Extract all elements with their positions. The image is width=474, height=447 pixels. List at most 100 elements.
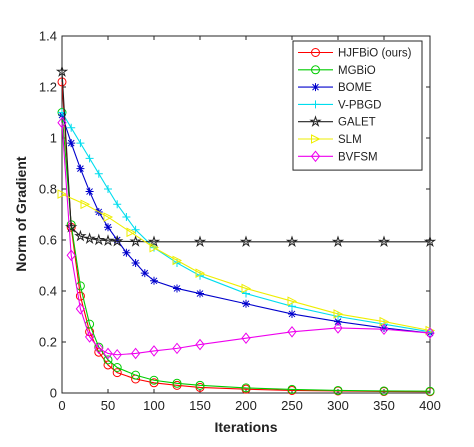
data-point <box>423 235 437 248</box>
data-point <box>80 199 91 210</box>
data-point <box>74 229 87 242</box>
legend-item: GALET <box>298 115 376 129</box>
data-point <box>103 347 113 360</box>
data-point <box>242 299 250 308</box>
data-point <box>67 123 76 132</box>
y-tick-label: 0.8 <box>39 182 57 197</box>
series-line <box>61 114 431 334</box>
x-tick-label: 150 <box>189 398 211 413</box>
data-point <box>333 309 344 319</box>
legend-label: BVFSM <box>338 151 378 163</box>
data-point <box>112 363 122 372</box>
legend-marker <box>311 100 320 109</box>
data-point <box>149 345 159 357</box>
legend-label: GALET <box>338 117 376 129</box>
data-point <box>130 347 141 360</box>
data-point <box>333 322 343 334</box>
data-point <box>113 200 122 209</box>
legend-item: HJFBiO (ours) <box>298 48 412 60</box>
data-point <box>76 164 85 173</box>
data-point <box>85 154 94 163</box>
x-tick-label: 100 <box>143 398 165 413</box>
series-3 <box>58 108 434 336</box>
data-point <box>65 220 78 233</box>
data-point <box>103 360 113 370</box>
data-point <box>285 235 299 248</box>
y-tick-label: 0.2 <box>39 335 57 350</box>
y-tick-label: 0 <box>50 386 57 401</box>
legend-marker <box>309 115 322 127</box>
data-point <box>195 338 205 351</box>
series-6 <box>57 116 435 361</box>
legend-item: BVFSM <box>298 150 378 163</box>
data-point <box>122 248 131 257</box>
data-point <box>131 258 140 267</box>
data-point <box>150 276 158 285</box>
data-point <box>92 233 105 246</box>
data-point <box>103 355 113 365</box>
data-point <box>103 212 114 222</box>
y-tick-label: 1.2 <box>39 80 57 95</box>
data-point <box>94 169 103 178</box>
data-point <box>85 187 94 196</box>
series-line <box>61 122 431 356</box>
data-point <box>377 235 391 248</box>
legend-label: V-PBGD <box>338 99 381 111</box>
x-tick-label: 350 <box>373 398 395 413</box>
data-point <box>104 185 112 193</box>
legend-label: MGBiO <box>338 65 376 77</box>
data-point <box>129 235 142 247</box>
data-point <box>287 296 298 307</box>
series-line <box>61 81 431 393</box>
series-4 <box>55 65 437 248</box>
data-point <box>55 65 69 77</box>
data-point <box>193 235 207 248</box>
series-line <box>61 71 430 243</box>
data-point <box>104 223 112 232</box>
data-point <box>122 213 131 222</box>
x-tick-label: 0 <box>58 398 65 413</box>
legend-marker <box>311 65 320 75</box>
data-point <box>149 242 160 253</box>
data-point <box>195 268 206 278</box>
data-point <box>172 378 182 388</box>
data-point <box>196 289 204 298</box>
legend-marker <box>311 134 321 144</box>
legend-marker <box>310 150 321 163</box>
data-point <box>112 348 122 361</box>
x-tick-label: 250 <box>281 398 303 413</box>
series-line <box>61 112 431 392</box>
legend-item: V-PBGD <box>298 99 381 111</box>
y-axis-title: Norm of Gradient <box>13 156 29 271</box>
data-point <box>239 235 253 248</box>
data-point <box>140 269 149 278</box>
series-1 <box>57 108 435 396</box>
data-point <box>379 386 389 396</box>
data-point <box>195 380 205 390</box>
x-axis-title: Iterations <box>214 419 277 435</box>
data-point <box>83 232 96 244</box>
data-point <box>288 309 296 318</box>
y-tick-label: 0.6 <box>39 233 57 248</box>
data-point <box>173 284 181 293</box>
data-point <box>75 291 85 301</box>
y-tick-label: 1 <box>50 131 57 146</box>
data-point <box>149 378 159 388</box>
axis-ticks: 0 50 100 150 200 250 300 350 400 0 0.2 0.4 0.6 0.8 1 1.… <box>39 29 441 414</box>
x-tick-label: 200 <box>235 398 257 413</box>
data-point <box>334 317 342 326</box>
data-point <box>66 249 76 262</box>
x-tick-label: 50 <box>101 398 115 413</box>
data-point <box>333 385 343 395</box>
y-tick-label: 0.4 <box>39 284 57 299</box>
legend-item: MGBiO <box>298 65 376 77</box>
legend-label: HJFBiO (ours) <box>338 48 412 60</box>
data-point <box>287 325 297 338</box>
data-point <box>147 235 161 248</box>
data-point <box>57 116 67 129</box>
data-point <box>172 342 182 355</box>
data-point <box>331 235 345 248</box>
legend-label: BOME <box>338 82 372 94</box>
